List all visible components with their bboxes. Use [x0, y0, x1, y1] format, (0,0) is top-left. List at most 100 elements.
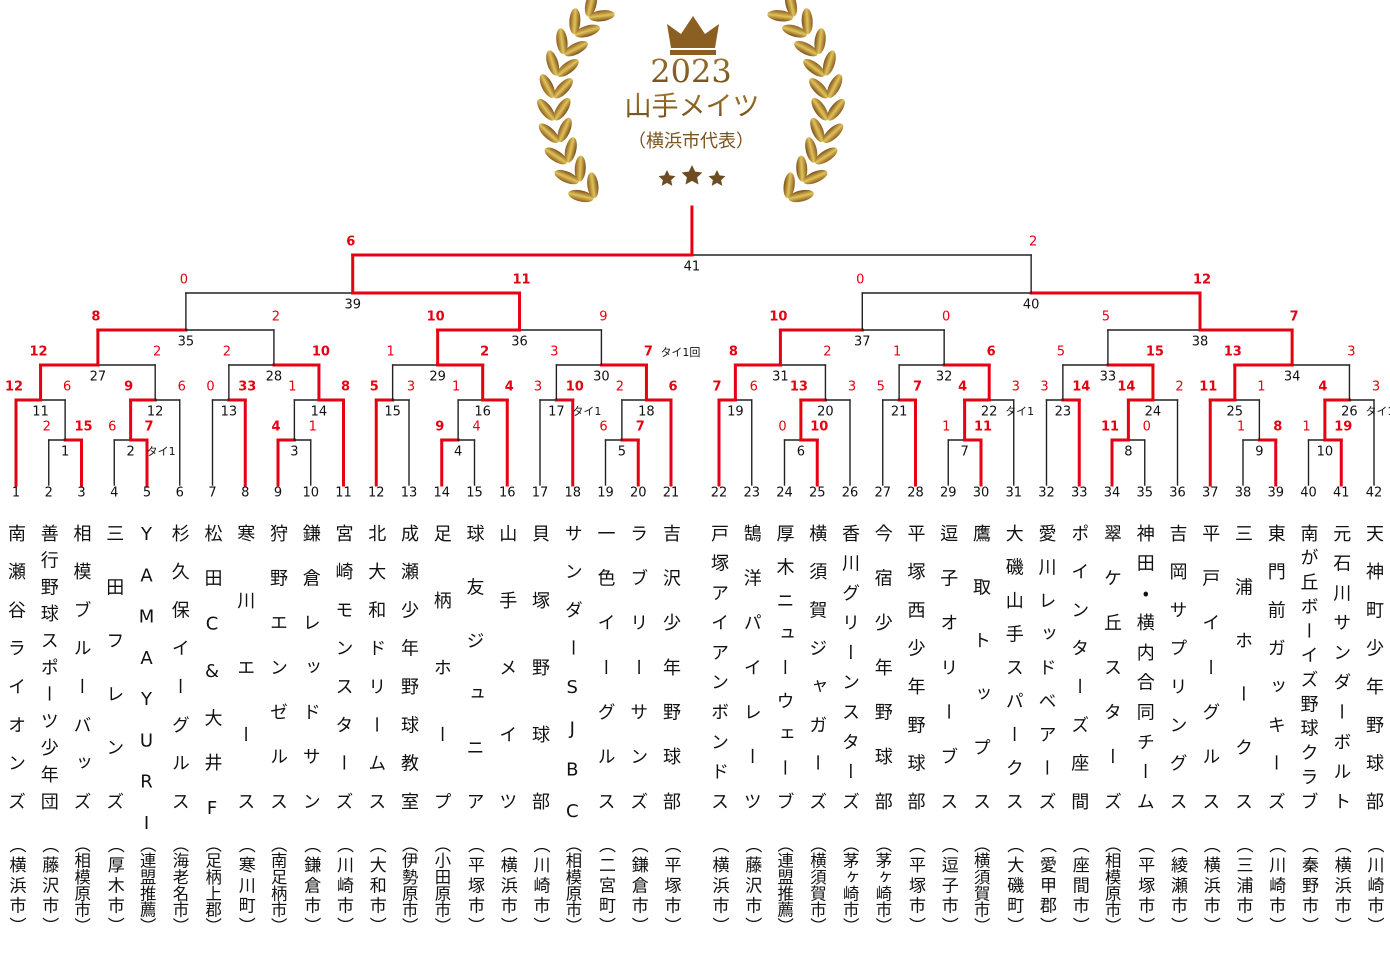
team-number: 33: [1071, 486, 1088, 501]
score: 14: [1117, 380, 1135, 395]
team-city: （三浦市）: [1232, 836, 1253, 938]
team-name: 翠ケ丘スターズ: [1101, 524, 1122, 837]
team-name: 横須賀ジャガーズ: [806, 524, 828, 831]
team-number: 4: [110, 486, 118, 501]
score: 10: [566, 380, 584, 395]
score: 6: [750, 380, 758, 395]
laurel-leaf: [574, 155, 586, 182]
match-number: 15: [384, 405, 401, 420]
team-number: 31: [1005, 486, 1022, 501]
match-number: 8: [1124, 445, 1132, 460]
team-city: （寒川町）: [234, 836, 255, 938]
team-name: 戸塚アイアンボンドス: [708, 524, 729, 822]
team-name: 狩野エンゼルス: [267, 524, 288, 837]
laurel-leaf: [546, 50, 560, 76]
team-name: 東門前ガッキーズ: [1264, 524, 1286, 831]
match-number: 21: [891, 405, 908, 420]
score: 9: [435, 420, 444, 435]
team-name: 善行野球スポーツ少年団: [37, 524, 59, 819]
team-number: 6: [176, 486, 184, 501]
match-number: 5: [618, 445, 626, 460]
laurel-leaf: [822, 50, 836, 76]
laurel-leaf: [783, 172, 795, 199]
team-number: 5: [143, 486, 151, 501]
score: 10: [427, 310, 445, 325]
laurel-leaf: [805, 137, 818, 163]
team-number: 22: [711, 486, 728, 501]
match-number: 3: [290, 445, 298, 460]
laurel-leaf: [810, 117, 825, 143]
score: 10: [312, 345, 330, 360]
team-number: 28: [907, 486, 924, 501]
team-name: 足柄ホープ: [430, 524, 452, 859]
score: 2: [1029, 235, 1037, 250]
laurel-leaf: [822, 123, 844, 144]
match-number: 24: [1145, 405, 1162, 420]
team-name: 香川グリーンスターズ: [839, 524, 860, 822]
score: 1: [1302, 420, 1310, 435]
team-number: 2: [45, 486, 53, 501]
match-number: 11: [32, 405, 49, 420]
match-number: 1: [61, 445, 69, 460]
team-city: （茅ヶ崎市）: [872, 836, 892, 934]
team-number: 17: [532, 486, 549, 501]
score: 6: [63, 380, 71, 395]
team-city: （平塚市）: [464, 836, 484, 938]
team-name: ラブリーサンズ: [627, 524, 649, 837]
match-number: 39: [344, 298, 361, 313]
team-name: 山手メイツ: [496, 524, 518, 859]
team-name: 逗子オリーブス: [937, 524, 959, 837]
score: 2: [616, 380, 624, 395]
team-name: 吉沢少年野球部: [660, 524, 681, 837]
laurel-leaf: [539, 74, 555, 98]
score: 3: [550, 345, 558, 360]
score: 5: [1102, 310, 1110, 325]
score: 5: [877, 380, 885, 395]
team-number: 9: [274, 486, 282, 501]
team-city: （逗子市）: [937, 836, 958, 938]
score: 7: [913, 380, 922, 395]
score: 8: [729, 345, 738, 360]
laurel-leaf: [556, 58, 579, 77]
score: 8: [341, 380, 350, 395]
score: 1: [309, 420, 317, 435]
team-city: （二宮町）: [595, 836, 615, 938]
score: 11: [974, 420, 992, 435]
match-number: 18: [638, 405, 655, 420]
match-number: 33: [1100, 370, 1117, 385]
laurel-leaf: [801, 8, 813, 35]
laurel-leaf: [588, 10, 615, 22]
score: 8: [1273, 420, 1282, 435]
score: 2: [153, 345, 161, 360]
team-number: 21: [663, 486, 680, 501]
team-city: （大磯町）: [1003, 836, 1024, 938]
team-city: （連盟推薦）: [774, 836, 794, 934]
champion-note: （横浜市代表）: [628, 131, 754, 152]
score: 0: [856, 273, 864, 288]
team-number: 7: [208, 486, 216, 501]
score: 8: [91, 310, 100, 325]
team-city: （座間市）: [1068, 836, 1089, 938]
score: 13: [1224, 345, 1242, 360]
team-number: 34: [1104, 486, 1121, 501]
team-name: 北大和ドリームス: [365, 524, 387, 831]
score: 7: [712, 380, 721, 395]
team-name: 鷹取トップス: [970, 524, 991, 846]
laurel-leaf: [784, 0, 798, 17]
team-number: 14: [433, 486, 450, 501]
crown-base: [670, 50, 716, 55]
score: 7: [636, 420, 645, 435]
match-number: 7: [960, 445, 968, 460]
laurel-leaf: [803, 58, 826, 77]
laurel-leaf: [788, 189, 814, 203]
laurel-wreaths: [537, 0, 845, 203]
laurel-leaf: [568, 189, 594, 203]
laurel-leaf: [782, 24, 808, 38]
match-number: 31: [772, 370, 789, 385]
team-number: 38: [1235, 486, 1252, 501]
team-name: 球友ジュニア: [463, 524, 485, 846]
team-name: 寒川エース: [234, 524, 256, 859]
score: 2: [43, 420, 51, 435]
match-number: 14: [311, 405, 328, 420]
